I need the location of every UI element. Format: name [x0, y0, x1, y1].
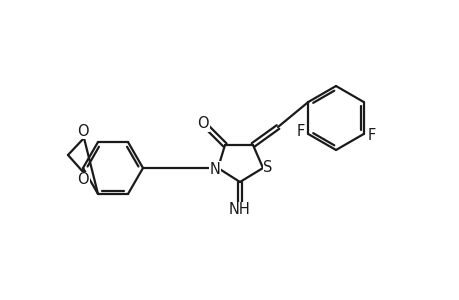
Text: O: O [197, 116, 208, 131]
Text: O: O [77, 124, 89, 139]
Text: O: O [77, 172, 89, 188]
Text: N: N [209, 161, 220, 176]
Text: F: F [367, 128, 375, 143]
Text: NH: NH [229, 202, 250, 217]
Text: S: S [263, 160, 272, 175]
Text: F: F [296, 124, 304, 140]
